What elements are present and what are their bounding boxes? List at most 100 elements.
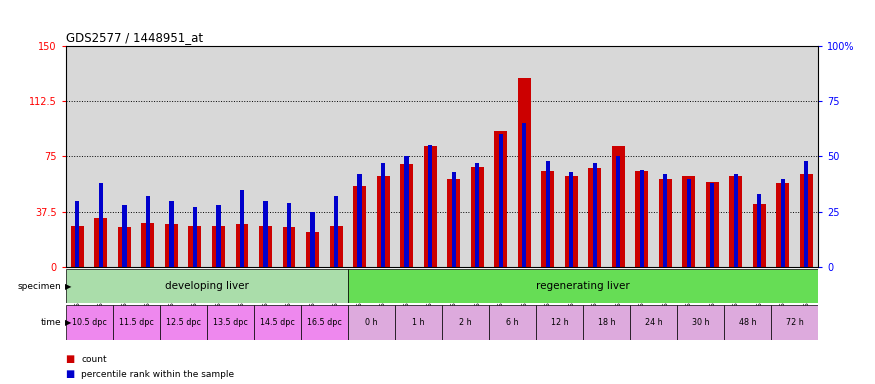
Bar: [400, 164, 413, 267]
Bar: [142, 223, 154, 267]
Bar: [330, 226, 342, 267]
Bar: [499, 134, 503, 267]
Bar: [348, 269, 818, 303]
Text: 11.5 dpc: 11.5 dpc: [119, 318, 154, 327]
Bar: [259, 226, 272, 267]
Bar: [752, 204, 766, 267]
Bar: [118, 227, 131, 267]
Text: GDS2577 / 1448951_at: GDS2577 / 1448951_at: [66, 31, 203, 44]
Bar: [240, 190, 244, 267]
Bar: [522, 123, 526, 267]
Text: 24 h: 24 h: [645, 318, 662, 327]
Text: ■: ■: [66, 354, 75, 364]
Bar: [588, 168, 601, 267]
Bar: [263, 200, 268, 267]
Bar: [471, 167, 484, 267]
Text: ▶: ▶: [65, 318, 71, 327]
Bar: [542, 171, 554, 267]
Bar: [800, 174, 813, 267]
Bar: [165, 224, 178, 267]
Bar: [452, 172, 456, 267]
Text: 2 h: 2 h: [459, 318, 472, 327]
Bar: [682, 175, 696, 267]
Bar: [569, 172, 573, 267]
Bar: [404, 157, 409, 267]
Bar: [710, 183, 714, 267]
Bar: [306, 232, 319, 267]
Bar: [730, 175, 742, 267]
Bar: [123, 205, 127, 267]
Text: specimen: specimen: [18, 281, 61, 291]
Bar: [677, 305, 724, 340]
Text: 48 h: 48 h: [738, 318, 756, 327]
Bar: [71, 226, 84, 267]
Bar: [592, 163, 597, 267]
Text: ▶: ▶: [65, 281, 71, 291]
Bar: [192, 207, 197, 267]
Text: regenerating liver: regenerating liver: [536, 281, 630, 291]
Bar: [311, 212, 315, 267]
Text: 18 h: 18 h: [598, 318, 615, 327]
Bar: [494, 131, 507, 267]
Text: 16.5 dpc: 16.5 dpc: [307, 318, 342, 327]
Text: 10.5 dpc: 10.5 dpc: [72, 318, 107, 327]
Text: 12 h: 12 h: [550, 318, 568, 327]
Bar: [489, 305, 536, 340]
Text: 12.5 dpc: 12.5 dpc: [165, 318, 200, 327]
Bar: [804, 161, 808, 267]
Bar: [780, 179, 785, 267]
Bar: [206, 305, 254, 340]
Bar: [640, 170, 644, 267]
Text: time: time: [40, 318, 61, 327]
Bar: [447, 179, 460, 267]
Bar: [287, 203, 291, 267]
Bar: [724, 305, 771, 340]
Bar: [395, 305, 442, 340]
Text: ■: ■: [66, 369, 75, 379]
Bar: [536, 305, 583, 340]
Bar: [475, 163, 480, 267]
Bar: [254, 305, 301, 340]
Bar: [612, 146, 625, 267]
Bar: [94, 218, 108, 267]
Text: 1 h: 1 h: [412, 318, 424, 327]
Bar: [428, 146, 432, 267]
Bar: [564, 175, 578, 267]
Bar: [216, 205, 220, 267]
Bar: [518, 78, 530, 267]
Bar: [771, 305, 818, 340]
Bar: [687, 179, 691, 267]
Bar: [583, 305, 630, 340]
Bar: [776, 183, 789, 267]
Bar: [283, 227, 296, 267]
Bar: [442, 305, 489, 340]
Bar: [66, 305, 113, 340]
Text: 13.5 dpc: 13.5 dpc: [213, 318, 248, 327]
Bar: [706, 182, 718, 267]
Bar: [188, 226, 201, 267]
Text: developing liver: developing liver: [164, 281, 248, 291]
Bar: [113, 305, 160, 340]
Bar: [212, 226, 225, 267]
Bar: [334, 196, 338, 267]
Bar: [348, 305, 395, 340]
Text: 30 h: 30 h: [692, 318, 710, 327]
Bar: [66, 269, 348, 303]
Text: 72 h: 72 h: [786, 318, 803, 327]
Bar: [630, 305, 677, 340]
Bar: [358, 174, 361, 267]
Bar: [757, 194, 761, 267]
Bar: [301, 305, 348, 340]
Bar: [235, 224, 248, 267]
Bar: [546, 161, 550, 267]
Bar: [99, 183, 103, 267]
Bar: [381, 163, 385, 267]
Text: 0 h: 0 h: [365, 318, 378, 327]
Text: count: count: [81, 354, 107, 364]
Bar: [146, 196, 150, 267]
Bar: [75, 200, 80, 267]
Text: 14.5 dpc: 14.5 dpc: [260, 318, 295, 327]
Bar: [424, 146, 437, 267]
Text: 6 h: 6 h: [506, 318, 519, 327]
Bar: [734, 174, 738, 267]
